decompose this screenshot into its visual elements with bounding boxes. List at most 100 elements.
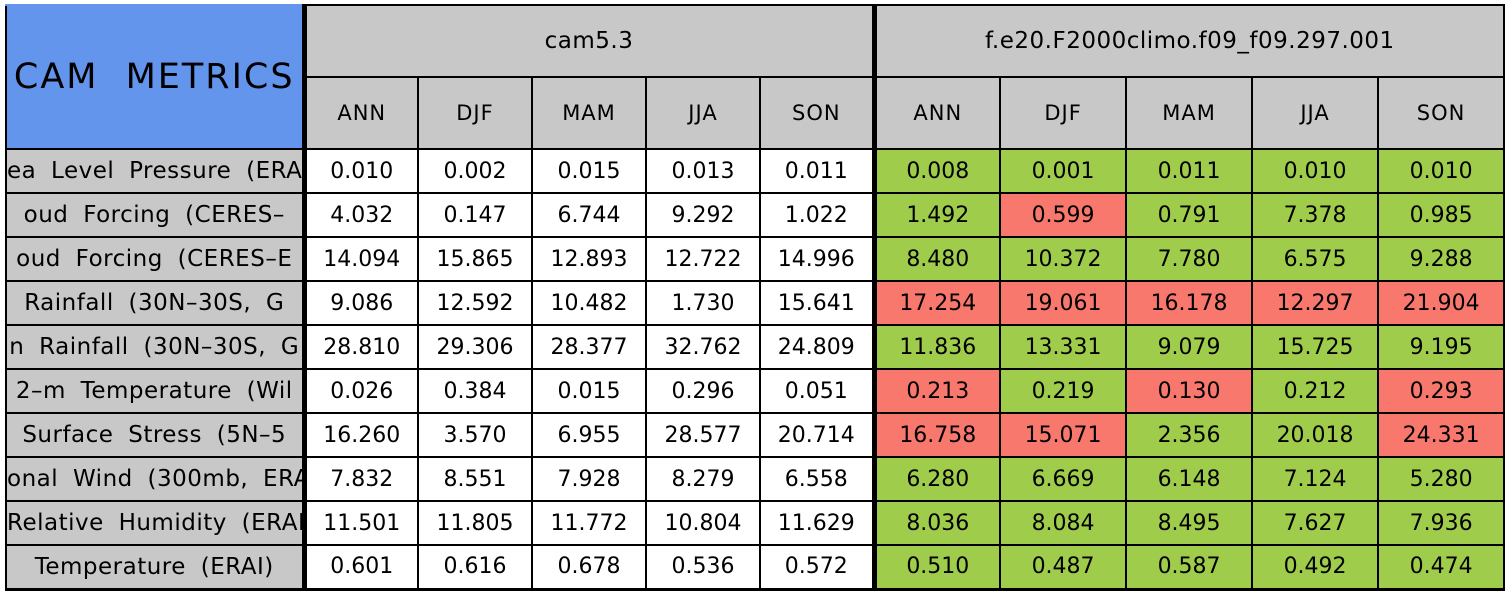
cam53-value-cell: 20.714 xyxy=(758,412,876,458)
fe20-value-cell: 8.084 xyxy=(999,500,1128,546)
cam53-value-cell: 0.013 xyxy=(645,148,761,194)
cam53-value-cell: 9.292 xyxy=(645,192,761,238)
fe20-value-cell: 7.378 xyxy=(1251,192,1380,238)
fe20-value-cell: 0.587 xyxy=(1125,544,1254,591)
season-header-cam53-son: SON xyxy=(758,76,876,150)
fe20-value-cell: 6.148 xyxy=(1125,456,1254,502)
cam53-value-cell: 0.011 xyxy=(758,148,876,194)
fe20-value-cell: 0.599 xyxy=(999,192,1128,238)
cam53-value-cell: 0.051 xyxy=(758,368,876,414)
cam53-value-cell: 6.955 xyxy=(531,412,647,458)
metric-row-label: Relative Humidity (ERAI xyxy=(5,500,305,546)
table-row: Rainfall (30N–30S, G 9.086 12.592 10.482 1.7… xyxy=(5,280,1506,326)
cam53-value-cell: 1.022 xyxy=(758,192,876,238)
fe20-value-cell: 12.297 xyxy=(1251,280,1380,326)
cam53-value-cell: 28.810 xyxy=(301,324,419,370)
fe20-value-cell: 10.372 xyxy=(999,236,1128,282)
cam53-value-cell: 15.865 xyxy=(417,236,533,282)
table-row: ea Level Pressure (ERA 0.010 0.002 0.015 0.0… xyxy=(5,148,1506,194)
fe20-value-cell: 8.036 xyxy=(871,500,1002,546)
cam53-value-cell: 28.577 xyxy=(645,412,761,458)
table-row: oud Forcing (CERES– 4.032 0.147 6.744 9.292 1… xyxy=(5,192,1506,238)
fe20-value-cell: 5.280 xyxy=(1377,456,1506,502)
table-row: Temperature (ERAI) 0.601 0.616 0.678 0.536 0.… xyxy=(5,544,1506,591)
cam53-value-cell: 0.572 xyxy=(758,544,876,591)
group-header-row: CAM METRICS cam5.3 f.e20.F2000climo.f09_… xyxy=(5,4,1506,150)
season-header-fe20-son: SON xyxy=(1377,76,1506,150)
fe20-value-cell: 7.780 xyxy=(1125,236,1254,282)
fe20-value-cell: 16.178 xyxy=(1125,280,1254,326)
fe20-value-cell: 6.669 xyxy=(999,456,1128,502)
metric-row-label: onal Wind (300mb, ERA xyxy=(5,456,305,502)
fe20-value-cell: 0.487 xyxy=(999,544,1128,591)
fe20-value-cell: 6.280 xyxy=(871,456,1002,502)
fe20-value-cell: 0.219 xyxy=(999,368,1128,414)
cam53-value-cell: 15.641 xyxy=(758,280,876,326)
cam53-value-cell: 7.928 xyxy=(531,456,647,502)
cam53-value-cell: 8.551 xyxy=(417,456,533,502)
metric-row-label: ea Level Pressure (ERA xyxy=(5,148,305,194)
fe20-value-cell: 7.627 xyxy=(1251,500,1380,546)
season-header-fe20-mam: MAM xyxy=(1125,76,1254,150)
cam53-value-cell: 10.804 xyxy=(645,500,761,546)
fe20-value-cell: 0.001 xyxy=(999,148,1128,194)
season-header-row: ANN DJF MAM JJA SON ANN DJF MAM JJA SON xyxy=(6,76,1506,150)
cam-metrics-table: CAM METRICS cam5.3 f.e20.F2000climo.f09_… xyxy=(5,4,1506,591)
fe20-value-cell: 0.130 xyxy=(1125,368,1254,414)
table-row: onal Wind (300mb, ERA 7.832 8.551 7.928 8.27… xyxy=(5,456,1506,502)
fe20-value-cell: 1.492 xyxy=(871,192,1002,238)
cam53-value-cell: 12.893 xyxy=(531,236,647,282)
cam53-value-cell: 14.094 xyxy=(301,236,419,282)
season-header-cam53-mam: MAM xyxy=(531,76,647,150)
cam53-value-cell: 11.629 xyxy=(758,500,876,546)
fe20-value-cell: 0.010 xyxy=(1251,148,1380,194)
cam53-value-cell: 9.086 xyxy=(301,280,419,326)
table-row: oud Forcing (CERES–E 14.094 15.865 12.893 12… xyxy=(5,236,1506,282)
cam53-value-cell: 11.772 xyxy=(531,500,647,546)
cam53-value-cell: 0.616 xyxy=(417,544,533,591)
fe20-value-cell: 11.836 xyxy=(871,324,1002,370)
metric-row-label: oud Forcing (CERES–E xyxy=(5,236,305,282)
season-header-cam53-ann: ANN xyxy=(301,76,419,150)
cam53-value-cell: 32.762 xyxy=(645,324,761,370)
fe20-value-cell: 8.495 xyxy=(1125,500,1254,546)
cam53-value-cell: 28.377 xyxy=(531,324,647,370)
season-header-fe20-djf: DJF xyxy=(999,76,1128,150)
cam53-value-cell: 8.279 xyxy=(645,456,761,502)
cam53-value-cell: 4.032 xyxy=(301,192,419,238)
cam53-value-cell: 24.809 xyxy=(758,324,876,370)
season-header-cam53-jja: JJA xyxy=(645,76,761,150)
fe20-value-cell: 24.331 xyxy=(1377,412,1506,458)
fe20-value-cell: 17.254 xyxy=(871,280,1002,326)
cam53-value-cell: 6.558 xyxy=(758,456,876,502)
table-row: 2–m Temperature (Wil 0.026 0.384 0.015 0.296… xyxy=(5,368,1506,414)
cam53-value-cell: 0.010 xyxy=(301,148,419,194)
cam53-value-cell: 14.996 xyxy=(758,236,876,282)
cam53-value-cell: 0.026 xyxy=(301,368,419,414)
fe20-value-cell: 0.008 xyxy=(871,148,1002,194)
fe20-value-cell: 15.071 xyxy=(999,412,1128,458)
season-header-cam53-djf: DJF xyxy=(417,76,533,150)
fe20-value-cell: 8.480 xyxy=(871,236,1002,282)
cam53-value-cell: 1.730 xyxy=(645,280,761,326)
cam53-value-cell: 10.482 xyxy=(531,280,647,326)
fe20-value-cell: 0.212 xyxy=(1251,368,1380,414)
fe20-value-cell: 0.010 xyxy=(1377,148,1506,194)
cam53-value-cell: 0.015 xyxy=(531,148,647,194)
fe20-value-cell: 9.288 xyxy=(1377,236,1506,282)
cam53-value-cell: 0.147 xyxy=(417,192,533,238)
fe20-value-cell: 15.725 xyxy=(1251,324,1380,370)
season-header-fe20-ann: ANN xyxy=(871,76,1002,150)
fe20-value-cell: 7.124 xyxy=(1251,456,1380,502)
season-header-fe20-jja: JJA xyxy=(1251,76,1380,150)
cam53-value-cell: 0.015 xyxy=(531,368,647,414)
fe20-value-cell: 0.492 xyxy=(1251,544,1380,591)
fe20-value-cell: 0.011 xyxy=(1125,148,1254,194)
cam53-value-cell: 7.832 xyxy=(301,456,419,502)
metric-row-label: 2–m Temperature (Wil xyxy=(5,368,305,414)
cam53-value-cell: 0.384 xyxy=(417,368,533,414)
cam53-value-cell: 0.601 xyxy=(301,544,419,591)
fe20-value-cell: 7.936 xyxy=(1377,500,1506,546)
fe20-value-cell: 0.474 xyxy=(1377,544,1506,591)
cam53-value-cell: 12.592 xyxy=(417,280,533,326)
